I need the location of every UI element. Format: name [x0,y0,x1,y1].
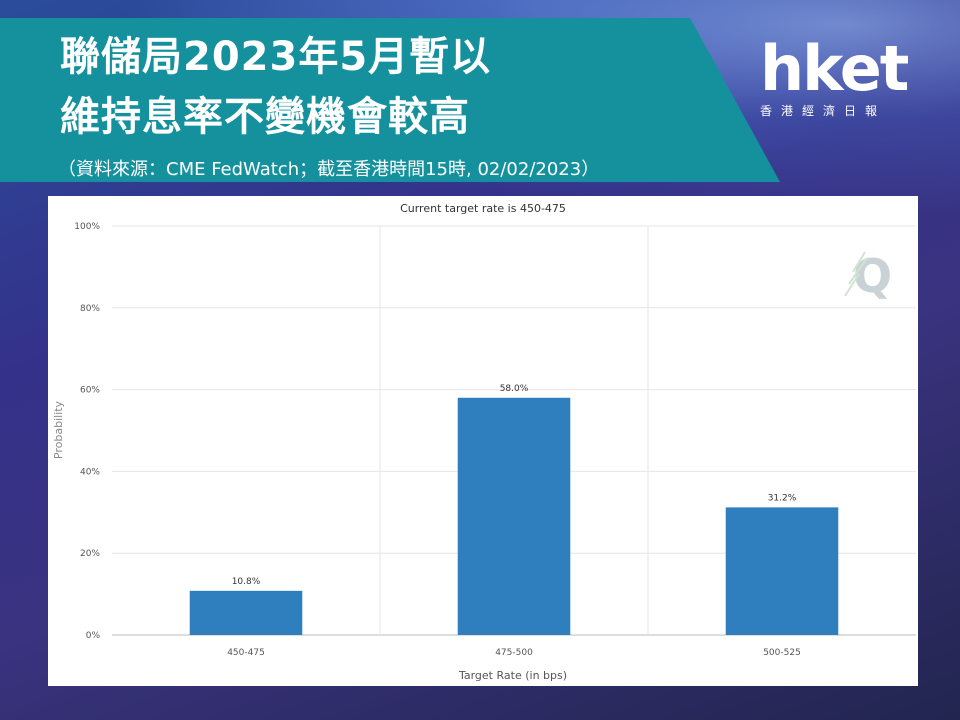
x-axis-label: Target Rate (in bps) [458,669,567,682]
y-axis-ticks: 0% 20% 40% 60% 80% 100% [74,222,100,641]
y-tick-label: 20% [80,549,100,559]
bar-500-525 [725,507,839,635]
bar-value-label: 58.0% [500,384,529,394]
chart-panel: Current target rate is 450-475 0% 20% 40% 6… [48,196,918,686]
bar-475-500 [457,397,571,635]
logo-subtitle: 香港經濟日報 [760,104,887,118]
svg-text:Q: Q [853,249,892,303]
source-note: （資料來源：CME FedWatch；截至香港時間15時, 02/02/2023… [58,159,600,180]
chart-bars [189,397,839,635]
y-tick-label: 100% [74,222,100,232]
x-tick-label: 475-500 [495,648,533,658]
page-title-line-2: 維持息率不變機會較高 [60,94,470,140]
fedwatch-q-icon: Q [844,249,892,303]
bar-value-label: 10.8% [232,577,261,587]
hket-logo: hket 香港經濟日報 [760,38,920,128]
x-axis-ticks: 450-475 475-500 500-525 [227,648,801,658]
page-title-line-1: 聯儲局2023年5月暫以 [60,34,492,80]
logo-word: hket [760,32,909,105]
x-tick-label: 500-525 [763,648,801,658]
y-tick-label: 40% [80,467,100,477]
bar-450-475 [189,590,303,635]
bar-value-labels: 10.8% 58.0% 31.2% [232,384,797,587]
y-tick-label: 60% [80,386,100,396]
y-tick-label: 0% [86,631,101,641]
bar-value-label: 31.2% [768,493,797,503]
chart-title: Current target rate is 450-475 [400,202,566,215]
y-axis-label: Probability [52,400,65,459]
probability-bar-chart: Current target rate is 450-475 0% 20% 40% 6… [52,202,916,682]
x-tick-label: 450-475 [227,648,265,658]
title-banner [0,18,780,182]
y-tick-label: 80% [80,304,100,314]
